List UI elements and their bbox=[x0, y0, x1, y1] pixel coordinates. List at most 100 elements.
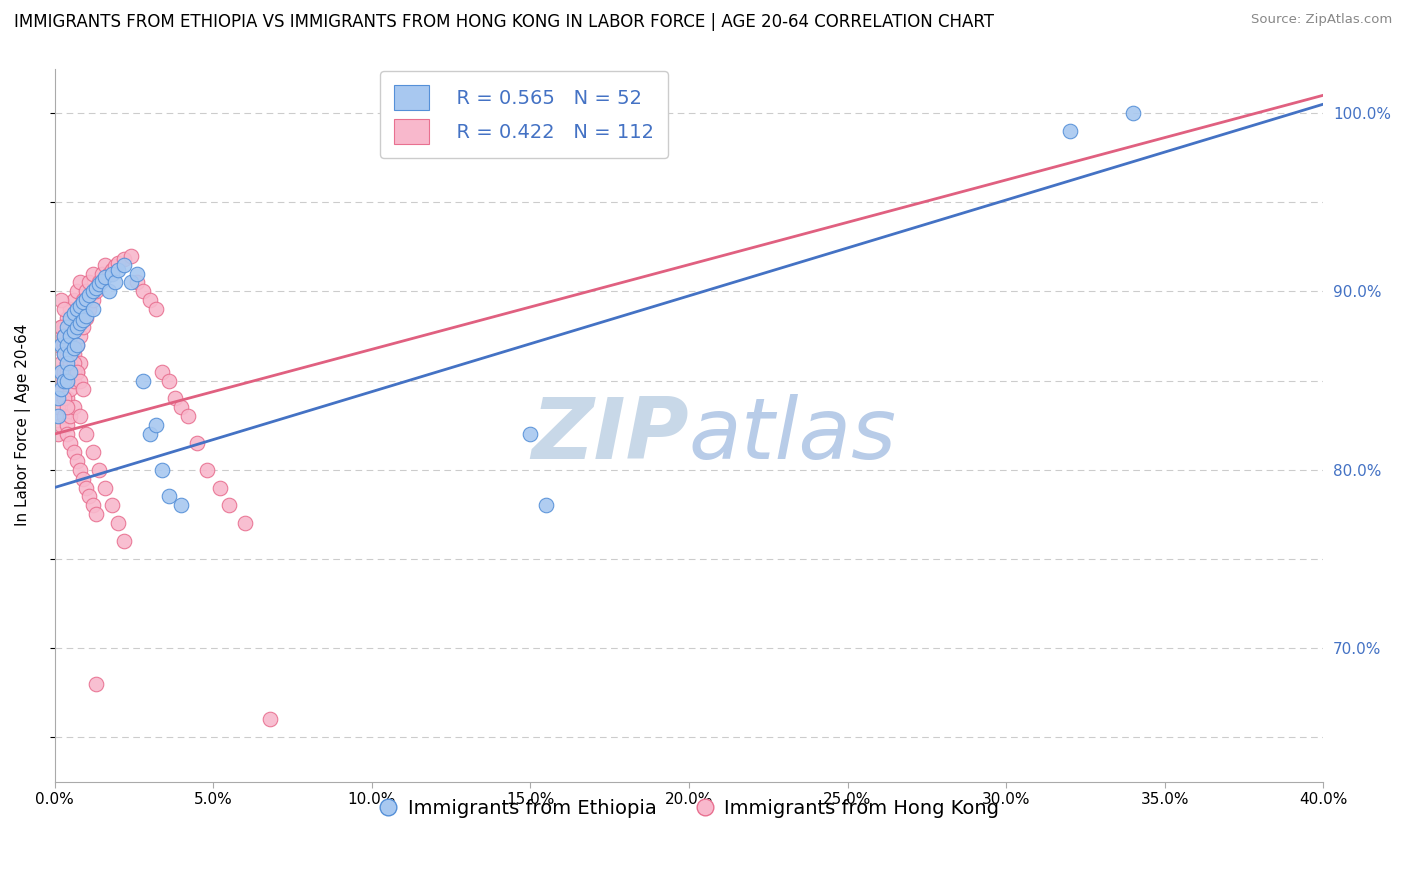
Point bbox=[56, 320, 79, 334]
Point bbox=[75, 292, 97, 306]
Point bbox=[145, 418, 167, 433]
Point bbox=[100, 263, 122, 277]
Point bbox=[69, 409, 91, 424]
Point bbox=[69, 302, 91, 317]
Point bbox=[46, 392, 69, 406]
Point bbox=[91, 267, 114, 281]
Point bbox=[59, 356, 82, 370]
Point bbox=[59, 356, 82, 370]
Point bbox=[152, 463, 174, 477]
Point bbox=[49, 329, 72, 343]
Point bbox=[120, 249, 142, 263]
Point bbox=[104, 276, 127, 290]
Point bbox=[233, 516, 256, 531]
Point bbox=[66, 285, 89, 299]
Point bbox=[152, 365, 174, 379]
Text: ZIP: ZIP bbox=[531, 394, 689, 477]
Point bbox=[72, 383, 94, 397]
Point bbox=[62, 306, 84, 320]
Point bbox=[53, 329, 76, 343]
Point bbox=[72, 295, 94, 310]
Point bbox=[56, 329, 79, 343]
Point bbox=[157, 374, 180, 388]
Point bbox=[49, 320, 72, 334]
Point bbox=[49, 383, 72, 397]
Point bbox=[53, 302, 76, 317]
Point bbox=[82, 267, 104, 281]
Point bbox=[59, 302, 82, 317]
Point bbox=[66, 302, 89, 317]
Point bbox=[56, 427, 79, 442]
Point bbox=[519, 427, 541, 442]
Point bbox=[53, 374, 76, 388]
Point bbox=[53, 347, 76, 361]
Point bbox=[59, 311, 82, 326]
Y-axis label: In Labor Force | Age 20-64: In Labor Force | Age 20-64 bbox=[15, 324, 31, 526]
Point bbox=[59, 329, 82, 343]
Point bbox=[82, 293, 104, 308]
Point bbox=[72, 320, 94, 334]
Point bbox=[139, 293, 162, 308]
Point bbox=[62, 365, 84, 379]
Point bbox=[107, 263, 129, 277]
Point bbox=[72, 313, 94, 327]
Point bbox=[62, 356, 84, 370]
Point bbox=[97, 285, 120, 299]
Point bbox=[62, 342, 84, 356]
Point bbox=[84, 281, 107, 295]
Point bbox=[53, 392, 76, 406]
Point bbox=[208, 481, 231, 495]
Point bbox=[62, 401, 84, 415]
Point bbox=[66, 320, 89, 334]
Point bbox=[170, 401, 193, 415]
Point bbox=[53, 338, 76, 352]
Point bbox=[62, 324, 84, 338]
Point bbox=[56, 401, 79, 415]
Point bbox=[56, 365, 79, 379]
Point bbox=[53, 365, 76, 379]
Point bbox=[79, 302, 101, 317]
Point bbox=[66, 311, 89, 326]
Point bbox=[75, 285, 97, 299]
Point bbox=[53, 338, 76, 352]
Point bbox=[56, 374, 79, 388]
Point bbox=[107, 256, 129, 270]
Point bbox=[53, 347, 76, 361]
Point bbox=[165, 392, 187, 406]
Text: Source: ZipAtlas.com: Source: ZipAtlas.com bbox=[1251, 13, 1392, 27]
Point bbox=[56, 311, 79, 326]
Point bbox=[53, 329, 76, 343]
Point bbox=[82, 285, 104, 299]
Point bbox=[139, 427, 162, 442]
Point bbox=[72, 472, 94, 486]
Point bbox=[100, 267, 122, 281]
Point bbox=[1059, 124, 1081, 138]
Point bbox=[259, 712, 281, 726]
Point bbox=[56, 356, 79, 370]
Point bbox=[112, 258, 135, 272]
Point bbox=[59, 383, 82, 397]
Point bbox=[59, 347, 82, 361]
Point bbox=[46, 401, 69, 415]
Point bbox=[84, 508, 107, 522]
Point bbox=[53, 374, 76, 388]
Point bbox=[66, 454, 89, 468]
Point bbox=[46, 338, 69, 352]
Point bbox=[132, 285, 155, 299]
Point bbox=[56, 347, 79, 361]
Point bbox=[46, 427, 69, 442]
Point bbox=[82, 445, 104, 459]
Point bbox=[59, 329, 82, 343]
Point bbox=[75, 481, 97, 495]
Point bbox=[79, 490, 101, 504]
Point bbox=[97, 267, 120, 281]
Point bbox=[46, 392, 69, 406]
Point bbox=[125, 276, 148, 290]
Point bbox=[69, 463, 91, 477]
Point bbox=[87, 463, 110, 477]
Point bbox=[91, 274, 114, 288]
Point bbox=[84, 676, 107, 690]
Point bbox=[62, 347, 84, 361]
Point bbox=[79, 288, 101, 302]
Point bbox=[69, 356, 91, 370]
